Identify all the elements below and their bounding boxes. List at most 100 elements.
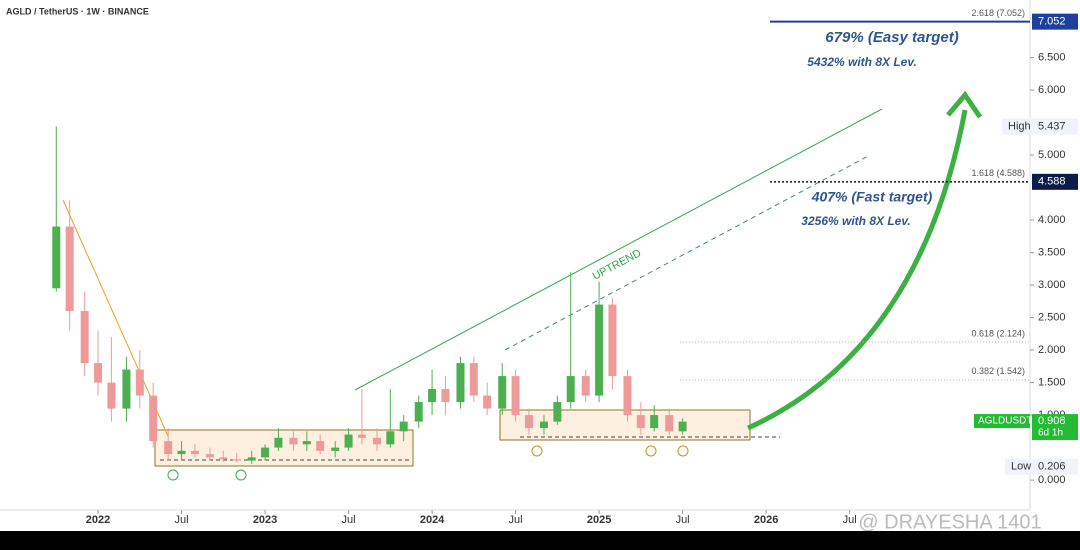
y-tick-label: 3.000 [1038, 279, 1066, 291]
high-tag-value: 5.437 [1038, 121, 1066, 133]
candle-body [386, 431, 395, 445]
candle-body [456, 363, 465, 403]
target-arrow-head [946, 90, 983, 119]
x-tick-label: 2025 [587, 514, 611, 526]
low-tag [1005, 458, 1078, 475]
candle-body [289, 437, 298, 445]
candle-body [107, 382, 116, 409]
candle-body [581, 376, 590, 396]
last-name-tag [974, 414, 1030, 429]
countdown: 6d 1h [1038, 428, 1063, 439]
low-tag-label: Low [1011, 461, 1031, 473]
bottom-bar [0, 531, 1080, 550]
annotation: 407% (Fast target) [811, 189, 933, 205]
candle-body [595, 304, 604, 396]
chart-title: AGLD / TetherUS · 1W · BINANCE [6, 6, 149, 16]
y-tick-label: 2.500 [1038, 311, 1066, 323]
price-tag-label: 7.052 [1038, 16, 1066, 28]
candle-body [65, 226, 74, 312]
x-tick-label: Jul [175, 514, 189, 526]
candle-body [344, 434, 353, 448]
watermark: @ DRAYESHA 1401 [858, 511, 1041, 533]
range-box [154, 429, 414, 467]
x-tick-label: Jul [342, 514, 356, 526]
candle-body [190, 450, 199, 455]
candle-body [219, 457, 228, 460]
annotation: 3256% with 8X Lev. [801, 214, 910, 228]
candle-body [524, 415, 533, 429]
candle-body [553, 402, 562, 422]
price-tag [1032, 173, 1078, 190]
x-tick-label: 2026 [754, 514, 778, 526]
annotation: 5432% with 8X Lev. [807, 55, 916, 69]
candle-body [608, 304, 617, 377]
y-tick-label: 4.000 [1038, 214, 1066, 226]
candle-body [623, 376, 632, 416]
candle-body [414, 402, 423, 422]
high-tag-label: High [1008, 121, 1031, 133]
y-tick-label: 3.500 [1038, 246, 1066, 258]
candle-body [177, 450, 186, 455]
bounce-markers [167, 469, 247, 481]
candle-body [357, 434, 366, 438]
y-tick-label: 0.000 [1038, 474, 1066, 486]
candle-body [678, 421, 687, 432]
uptrend-channel [504, 154, 871, 351]
candle-body [566, 376, 575, 403]
fib-label: 2.618 (7.052) [971, 8, 1025, 18]
candle-body [94, 363, 103, 383]
bounce-markers [531, 445, 689, 457]
candle-body [149, 395, 158, 442]
candle-body [331, 447, 340, 451]
fib-label: 0.618 (2.124) [971, 328, 1025, 338]
uptrend-line [354, 108, 883, 391]
candle-body [428, 389, 437, 403]
x-tick-label: Jul [509, 514, 523, 526]
y-tick-label: 6.000 [1038, 84, 1066, 96]
x-tick-label: Jul [676, 514, 690, 526]
x-tick-label: Jul [843, 514, 857, 526]
candle-body [665, 415, 674, 432]
candle-body [302, 441, 311, 445]
fib-label: 1.618 (4.588) [971, 168, 1025, 178]
last-price-tag [1032, 414, 1078, 441]
last-name: AGLDUSDT [978, 416, 1032, 427]
y-tick-label: 2.000 [1038, 344, 1066, 356]
candle-body [636, 415, 645, 429]
candle-body [372, 437, 381, 445]
candle-body [441, 389, 450, 403]
price-tag [1032, 13, 1078, 30]
price-tag-label: 4.588 [1038, 176, 1066, 188]
candle-body [247, 457, 256, 461]
x-tick-label: 2023 [253, 514, 277, 526]
y-tick-label: 1.500 [1038, 376, 1066, 388]
y-tick-label: 5.000 [1038, 149, 1066, 161]
candle-body [205, 454, 214, 458]
y-tick-label: 6.500 [1038, 51, 1066, 63]
candle-body [483, 395, 492, 409]
candle-body [498, 376, 507, 409]
candle-body [232, 459, 241, 461]
candle-body [164, 441, 173, 455]
candle-body [539, 421, 548, 429]
candle-body [469, 363, 478, 396]
candle-body [135, 369, 144, 396]
last-price: 0.908 [1038, 415, 1066, 427]
low-tag-value: 0.206 [1038, 461, 1066, 473]
target-arrow [746, 109, 968, 431]
candle-body [511, 376, 520, 416]
candle-body [52, 226, 61, 289]
annotation: 679% (Easy target) [825, 29, 958, 46]
x-tick-label: 2022 [86, 514, 110, 526]
candle-body [122, 369, 131, 409]
candle-body [316, 441, 325, 451]
fib-label: 0.382 (1.542) [971, 366, 1025, 376]
candle-body [80, 311, 89, 364]
high-tag [1002, 118, 1078, 135]
candle-body [650, 415, 659, 429]
candle-body [261, 447, 270, 458]
candle-body [274, 437, 283, 448]
candle-body [399, 421, 408, 432]
